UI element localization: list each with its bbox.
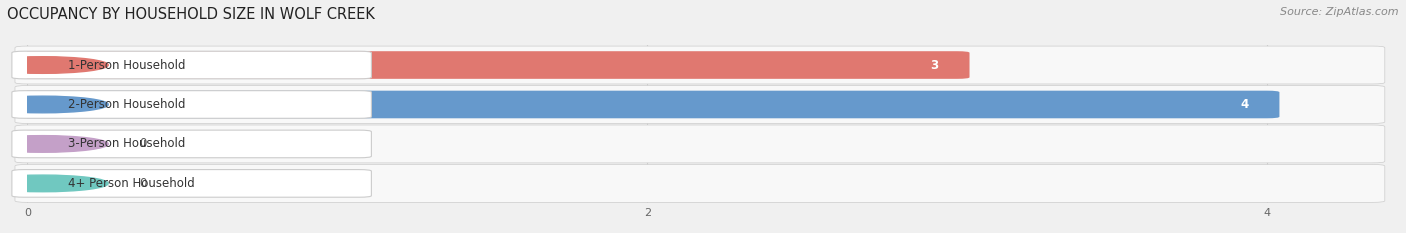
- FancyBboxPatch shape: [11, 130, 371, 158]
- Text: 0: 0: [139, 177, 146, 190]
- FancyBboxPatch shape: [15, 86, 1385, 123]
- Circle shape: [0, 136, 108, 152]
- Text: 4: 4: [1240, 98, 1249, 111]
- Circle shape: [0, 57, 108, 73]
- FancyBboxPatch shape: [15, 125, 1385, 163]
- FancyBboxPatch shape: [11, 91, 371, 118]
- Text: 3: 3: [931, 58, 939, 72]
- FancyBboxPatch shape: [18, 170, 124, 197]
- FancyBboxPatch shape: [15, 46, 1385, 84]
- FancyBboxPatch shape: [11, 51, 371, 79]
- FancyBboxPatch shape: [18, 130, 124, 157]
- FancyBboxPatch shape: [15, 91, 1279, 118]
- Text: 2-Person Household: 2-Person Household: [67, 98, 186, 111]
- Text: 1-Person Household: 1-Person Household: [67, 58, 186, 72]
- FancyBboxPatch shape: [15, 51, 970, 79]
- FancyBboxPatch shape: [11, 170, 371, 197]
- FancyBboxPatch shape: [15, 164, 1385, 202]
- Text: Source: ZipAtlas.com: Source: ZipAtlas.com: [1281, 7, 1399, 17]
- Text: 0: 0: [139, 137, 146, 151]
- Text: 4+ Person Household: 4+ Person Household: [67, 177, 194, 190]
- Circle shape: [0, 175, 108, 192]
- Text: 3-Person Household: 3-Person Household: [67, 137, 186, 151]
- Text: OCCUPANCY BY HOUSEHOLD SIZE IN WOLF CREEK: OCCUPANCY BY HOUSEHOLD SIZE IN WOLF CREE…: [7, 7, 375, 22]
- Circle shape: [0, 96, 108, 113]
